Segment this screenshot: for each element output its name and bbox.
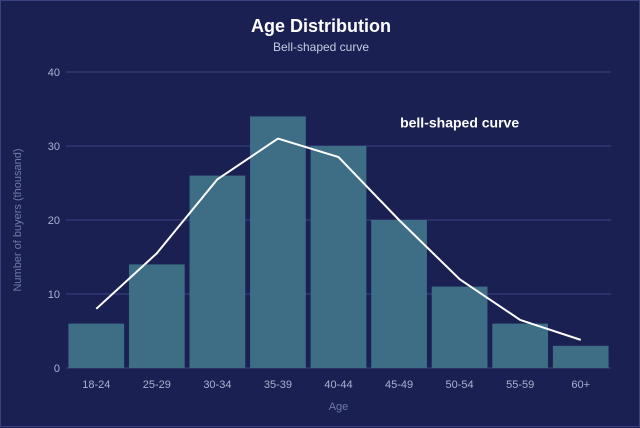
x-tick-label: 45-49 — [385, 379, 413, 391]
y-tick-label: 0 — [54, 363, 60, 375]
bar — [553, 346, 609, 368]
x-tick-label: 55-59 — [506, 379, 534, 391]
chart-annotation: bell-shaped curve — [400, 115, 519, 131]
y-tick-label: 20 — [48, 215, 60, 227]
x-tick-label: 60+ — [571, 379, 590, 391]
y-tick-label: 30 — [48, 141, 60, 153]
y-axis-label: Number of buyers (thousand) — [12, 148, 24, 291]
bar — [68, 324, 124, 368]
x-axis-label: Age — [329, 401, 349, 413]
y-tick-label: 10 — [48, 289, 60, 301]
x-tick-label: 30-34 — [203, 379, 231, 391]
x-tick-label: 35-39 — [264, 379, 292, 391]
bar — [129, 264, 185, 368]
bar — [371, 220, 427, 368]
bar-series — [68, 116, 608, 368]
x-tick-label: 25-29 — [143, 379, 171, 391]
bar — [492, 324, 548, 368]
x-tick-label: 40-44 — [324, 379, 352, 391]
y-tick-label: 40 — [48, 67, 60, 79]
bar — [432, 287, 488, 368]
bar — [250, 116, 306, 368]
x-axis-ticks: 18-24 25-29 30-34 35-39 40-44 45-49 50-54 55-59… — [82, 379, 590, 391]
bar — [311, 146, 367, 368]
x-tick-label: 18-24 — [82, 379, 110, 391]
x-tick-label: 50-54 — [446, 379, 474, 391]
y-axis-ticks: 0 10 20 30 40 — [48, 67, 60, 375]
